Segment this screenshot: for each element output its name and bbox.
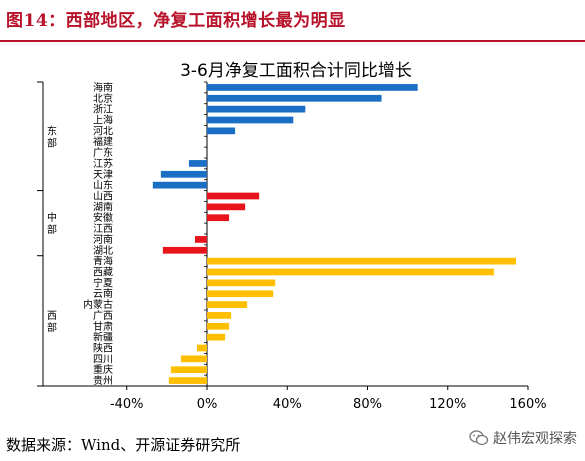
- bar: [168, 377, 207, 384]
- category-label: 福建: [93, 135, 113, 148]
- category-label: 河南: [93, 233, 113, 246]
- x-tick-label: 80%: [353, 397, 382, 412]
- category-label: 山东: [93, 179, 113, 192]
- category-label: 上海: [93, 114, 113, 127]
- bar: [207, 322, 230, 330]
- bar: [207, 105, 306, 113]
- bar: [207, 333, 226, 341]
- category-label: 山西: [93, 191, 113, 203]
- category-label: 贵州: [93, 374, 113, 387]
- category-label: 广西: [93, 310, 113, 322]
- bar: [207, 116, 294, 124]
- wechat-icon: [469, 430, 489, 446]
- category-label: 甘肃: [93, 320, 113, 333]
- x-tick-label: 120%: [429, 397, 466, 412]
- category-label: 江苏: [93, 157, 113, 170]
- bar: [207, 312, 232, 319]
- category-label: 重庆: [93, 363, 113, 376]
- category-label: 湖南: [93, 200, 113, 213]
- category-label: 河北: [93, 125, 113, 137]
- bar: [194, 236, 207, 243]
- x-tick-label: -40%: [110, 397, 144, 412]
- bar: [170, 366, 207, 374]
- category-label: 云南: [93, 287, 113, 300]
- bar: [207, 203, 246, 211]
- category-label: 青海: [93, 255, 113, 268]
- group-label: 中: [47, 211, 57, 224]
- group-label: 部: [47, 321, 57, 334]
- bar: [207, 192, 260, 200]
- figure-header: 图14：西部地区，净复工面积增长最为明显: [0, 0, 585, 42]
- bar-chart: 3-6月净复工面积合计同比增长 -40% 0% 40% 80% 120% 160% 海南北京浙…: [37, 61, 547, 412]
- bar: [160, 170, 207, 178]
- category-label: 陕西: [93, 342, 113, 355]
- bar: [207, 257, 516, 265]
- bar: [207, 279, 276, 287]
- source-note: 数据来源：Wind、开源证券研究所: [6, 436, 241, 454]
- category-label: 内蒙古: [83, 298, 113, 311]
- bar: [207, 301, 248, 308]
- figure-title: 图14：西部地区，净复工面积增长最为明显: [6, 11, 346, 31]
- bar: [207, 268, 494, 276]
- bar: [207, 290, 274, 298]
- category-label: 西藏: [93, 267, 113, 279]
- category-label: 海南: [93, 81, 113, 94]
- bar: [152, 181, 207, 189]
- category-label: 湖北: [93, 245, 113, 257]
- chart-title: 3-6月净复工面积合计同比增长: [180, 61, 412, 81]
- watermark: 赵伟宏观探索: [469, 428, 577, 448]
- category-label: 浙江: [93, 104, 113, 116]
- bar: [162, 246, 207, 254]
- watermark-text: 赵伟宏观探索: [493, 431, 577, 447]
- x-tick-label: 160%: [509, 397, 546, 412]
- category-label: 安徽: [93, 211, 113, 224]
- group-label: 东: [47, 124, 57, 137]
- category-label: 天津: [93, 169, 113, 181]
- category-label: 北京: [93, 92, 113, 105]
- x-tick-label: 0%: [197, 397, 218, 412]
- bar: [207, 84, 418, 91]
- group-label: 部: [47, 223, 57, 236]
- category-label: 宁夏: [93, 276, 113, 289]
- category-label: 四川: [93, 354, 113, 365]
- bar: [207, 127, 236, 135]
- category-label: 广东: [93, 146, 113, 159]
- group-label: 西: [47, 311, 57, 322]
- bar: [180, 355, 207, 363]
- group-label: 部: [47, 136, 57, 149]
- bar: [196, 344, 207, 352]
- bar: [207, 94, 382, 102]
- x-tick-label: 40%: [273, 397, 302, 412]
- bar: [188, 160, 207, 167]
- bar: [207, 214, 230, 222]
- category-label: 新疆: [93, 331, 113, 344]
- category-label: 江西: [93, 223, 113, 235]
